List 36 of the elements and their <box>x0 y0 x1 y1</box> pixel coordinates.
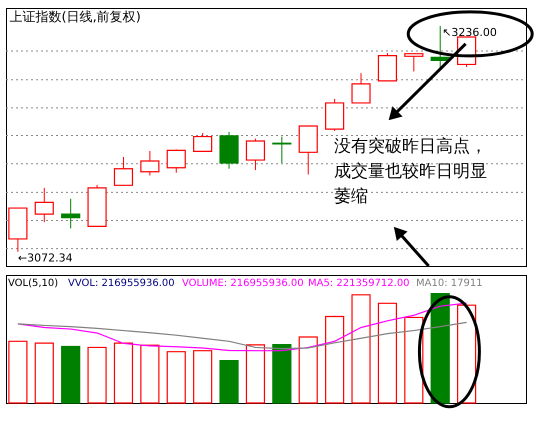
annotation: ↖3236.00 <box>442 26 497 39</box>
candlestick <box>114 156 134 186</box>
bar <box>140 344 160 404</box>
candlestick <box>351 72 371 104</box>
text: MA5: 221359712.00 <box>308 278 410 289</box>
bar <box>246 344 266 404</box>
text: MA10: 17911 <box>416 278 483 289</box>
bar <box>272 344 292 404</box>
bar <box>298 336 318 404</box>
candlestick <box>166 148 186 174</box>
bar <box>166 351 186 404</box>
text: VOLUME: 216955936.00 <box>182 278 304 289</box>
annotation: 没有突破昨日高点，成交量也较昨日明显萎缩 <box>334 136 488 206</box>
candlestick <box>61 198 80 229</box>
candlestick <box>404 53 424 72</box>
bar <box>378 302 398 404</box>
bar <box>114 342 134 404</box>
candlestick <box>246 138 266 171</box>
text: VVOL: 216955936.00 <box>68 278 175 289</box>
bar <box>61 346 80 404</box>
candlestick <box>193 132 212 152</box>
bar <box>34 342 54 404</box>
bar <box>351 294 371 404</box>
bar <box>8 340 28 404</box>
bar <box>219 360 239 404</box>
bar <box>457 304 476 404</box>
annotation: ←3072.34 <box>18 252 73 265</box>
candlestick <box>34 187 54 223</box>
bar <box>325 316 344 404</box>
bar <box>87 346 107 404</box>
candlestick <box>140 150 160 176</box>
bar <box>193 350 212 404</box>
candlestick <box>272 136 292 164</box>
bar <box>430 293 450 404</box>
chart-title: 上证指数(日线,前复权) <box>10 10 141 25</box>
text: VOL(5,10) <box>8 278 58 289</box>
